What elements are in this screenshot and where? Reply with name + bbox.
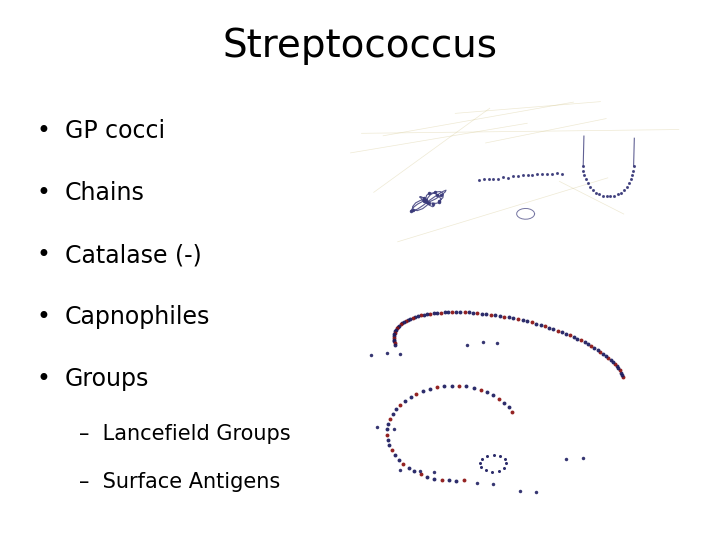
Text: –  Lancefield Groups: – Lancefield Groups bbox=[79, 424, 291, 444]
Text: •: • bbox=[36, 243, 50, 267]
Text: Streptococcus: Streptococcus bbox=[222, 27, 498, 65]
Text: Catalase (-): Catalase (-) bbox=[65, 243, 202, 267]
Text: Chains: Chains bbox=[65, 181, 145, 205]
Text: –  Surface Antigens: – Surface Antigens bbox=[79, 472, 281, 492]
Text: Groups: Groups bbox=[65, 367, 149, 391]
Text: •: • bbox=[36, 119, 50, 143]
Text: •: • bbox=[36, 367, 50, 391]
Text: GP cocci: GP cocci bbox=[65, 119, 165, 143]
Text: •: • bbox=[36, 181, 50, 205]
Text: •: • bbox=[36, 305, 50, 329]
Text: Capnophiles: Capnophiles bbox=[65, 305, 210, 329]
